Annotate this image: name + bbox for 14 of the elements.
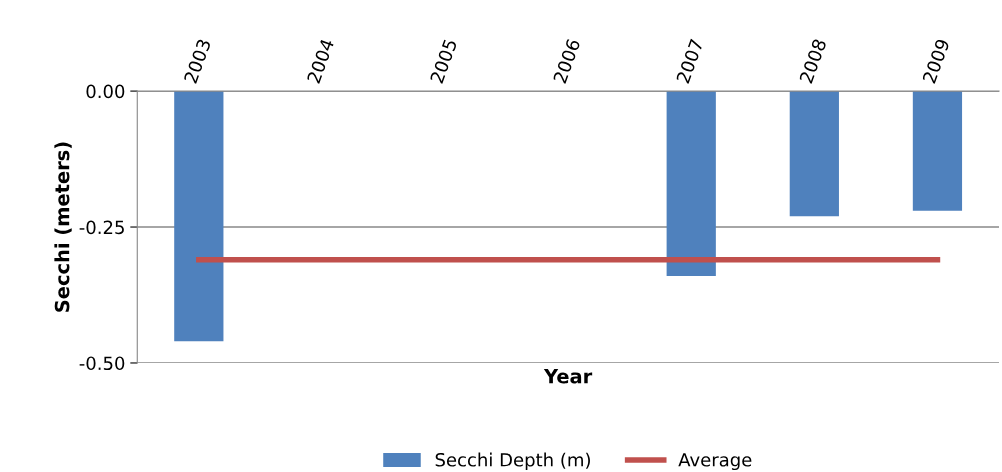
x-tick-label: 2003	[183, 38, 212, 84]
x-tick-label: 2006	[552, 38, 581, 84]
y-tick-label: -0.50	[79, 356, 125, 371]
x-axis-title: Year	[543, 369, 593, 384]
y-tick-label: -0.25	[79, 220, 124, 235]
y-tick-label: 0.00	[86, 84, 125, 99]
x-tick-label: 2009	[922, 38, 950, 84]
x-tick-label: 2008	[799, 38, 827, 84]
x-tick-label: 2007	[675, 38, 704, 84]
x-tick-label: 2004	[306, 38, 335, 84]
legend-label: Secchi Depth (m)	[435, 452, 590, 471]
y-axis-title: Secchi (meters)	[54, 142, 72, 312]
x-tick-label: 2005	[429, 38, 458, 84]
legend-label: Average	[678, 453, 752, 471]
